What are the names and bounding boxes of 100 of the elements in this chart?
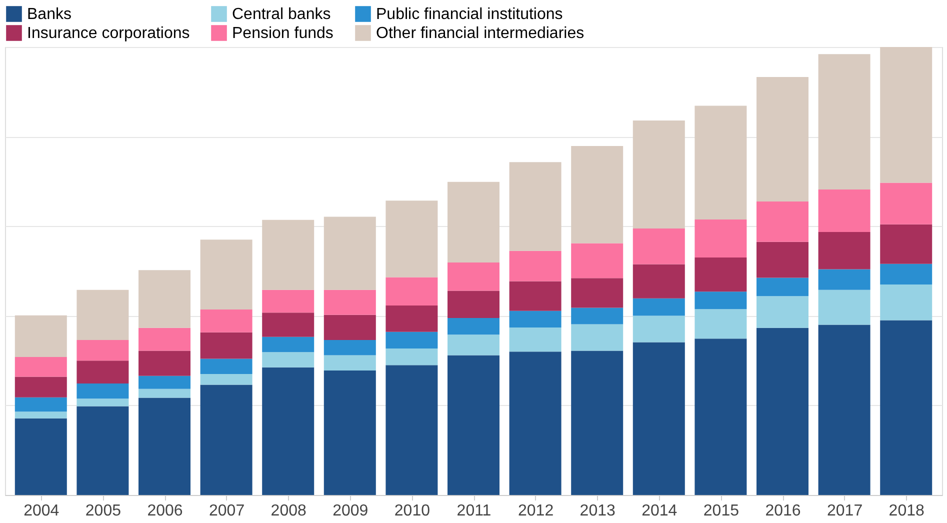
bar — [756, 77, 808, 202]
x-tick-label: 2009 — [332, 502, 368, 520]
bar — [76, 360, 129, 384]
bar — [509, 250, 562, 282]
bar — [14, 418, 67, 495]
bar — [880, 224, 932, 264]
bar — [818, 290, 870, 325]
bar — [76, 340, 129, 361]
legend-label: Banks — [27, 6, 72, 23]
bar — [756, 242, 808, 278]
x-tick-label: 2011 — [456, 502, 492, 520]
bar — [200, 240, 252, 310]
bar — [262, 336, 314, 352]
bar — [138, 398, 190, 495]
bar — [324, 314, 376, 340]
bar — [448, 318, 500, 335]
bar — [509, 162, 562, 251]
bar — [756, 328, 808, 495]
x-tick-label: 2016 — [765, 502, 801, 520]
bar — [880, 47, 932, 183]
bar — [200, 310, 252, 332]
bar — [324, 290, 376, 315]
x-tick-label: 2004 — [24, 502, 60, 520]
bar — [880, 264, 932, 284]
bar — [324, 340, 376, 356]
bar — [324, 216, 376, 290]
bar — [76, 383, 129, 399]
bar — [14, 412, 67, 418]
bar — [571, 350, 624, 495]
bar — [448, 290, 500, 318]
bar — [138, 388, 190, 398]
bar — [324, 370, 376, 495]
bar — [818, 324, 870, 495]
legend-label: Insurance corporations — [27, 25, 190, 42]
bar — [386, 305, 438, 332]
bar — [262, 312, 314, 337]
legend-label: Pension funds — [232, 25, 334, 42]
bar — [509, 327, 562, 352]
bar — [200, 358, 252, 374]
bar — [324, 355, 376, 370]
x-tick-label: 2018 — [888, 502, 924, 520]
bar — [138, 270, 190, 328]
bar — [76, 398, 129, 406]
bar — [386, 365, 438, 495]
bar — [694, 292, 747, 310]
bar — [200, 332, 252, 359]
bar — [262, 220, 314, 290]
bar — [14, 376, 67, 398]
bar — [448, 334, 500, 356]
bar — [571, 308, 624, 324]
bar — [756, 296, 808, 328]
bar — [756, 278, 808, 296]
bar — [571, 146, 624, 244]
legend-label: Other financial intermediaries — [376, 25, 584, 42]
legend-label: Public financial institutions — [376, 6, 563, 23]
x-tick-label: 2010 — [394, 502, 430, 520]
bar — [694, 309, 747, 339]
bar — [694, 258, 747, 292]
bar — [200, 384, 252, 495]
bar — [632, 342, 685, 495]
bar — [818, 54, 870, 190]
bar — [386, 332, 438, 349]
bar — [76, 406, 129, 495]
x-tick-label: 2008 — [270, 502, 306, 520]
bar — [200, 374, 252, 385]
legend-label: Central banks — [232, 6, 331, 23]
x-tick-label: 2015 — [703, 502, 740, 520]
bar — [571, 324, 624, 351]
x-tick-label: 2006 — [147, 502, 183, 520]
bar — [818, 189, 870, 232]
bar — [138, 350, 190, 376]
bar — [448, 355, 500, 495]
bar — [138, 328, 190, 351]
bar — [448, 262, 500, 291]
bar — [386, 200, 438, 278]
bar — [632, 120, 685, 228]
bar — [14, 315, 67, 358]
bar — [262, 352, 314, 368]
bar — [14, 357, 67, 377]
bar — [880, 320, 932, 495]
x-tick-label: 2012 — [518, 502, 554, 520]
bar — [386, 277, 438, 306]
x-tick-label: 2013 — [580, 502, 616, 520]
bar — [880, 182, 932, 224]
bar — [262, 290, 314, 313]
x-tick-label: 2007 — [209, 502, 245, 520]
bar — [448, 182, 500, 262]
bar — [76, 290, 129, 340]
bar — [571, 243, 624, 278]
bar — [386, 348, 438, 366]
bar — [694, 338, 747, 495]
bar — [632, 298, 685, 316]
bar — [694, 219, 747, 258]
bar — [818, 269, 870, 290]
bar — [818, 232, 870, 270]
x-tick-label: 2014 — [642, 502, 678, 520]
bar — [880, 284, 932, 320]
bar — [756, 202, 808, 242]
bar — [509, 281, 562, 311]
bar — [509, 310, 562, 328]
